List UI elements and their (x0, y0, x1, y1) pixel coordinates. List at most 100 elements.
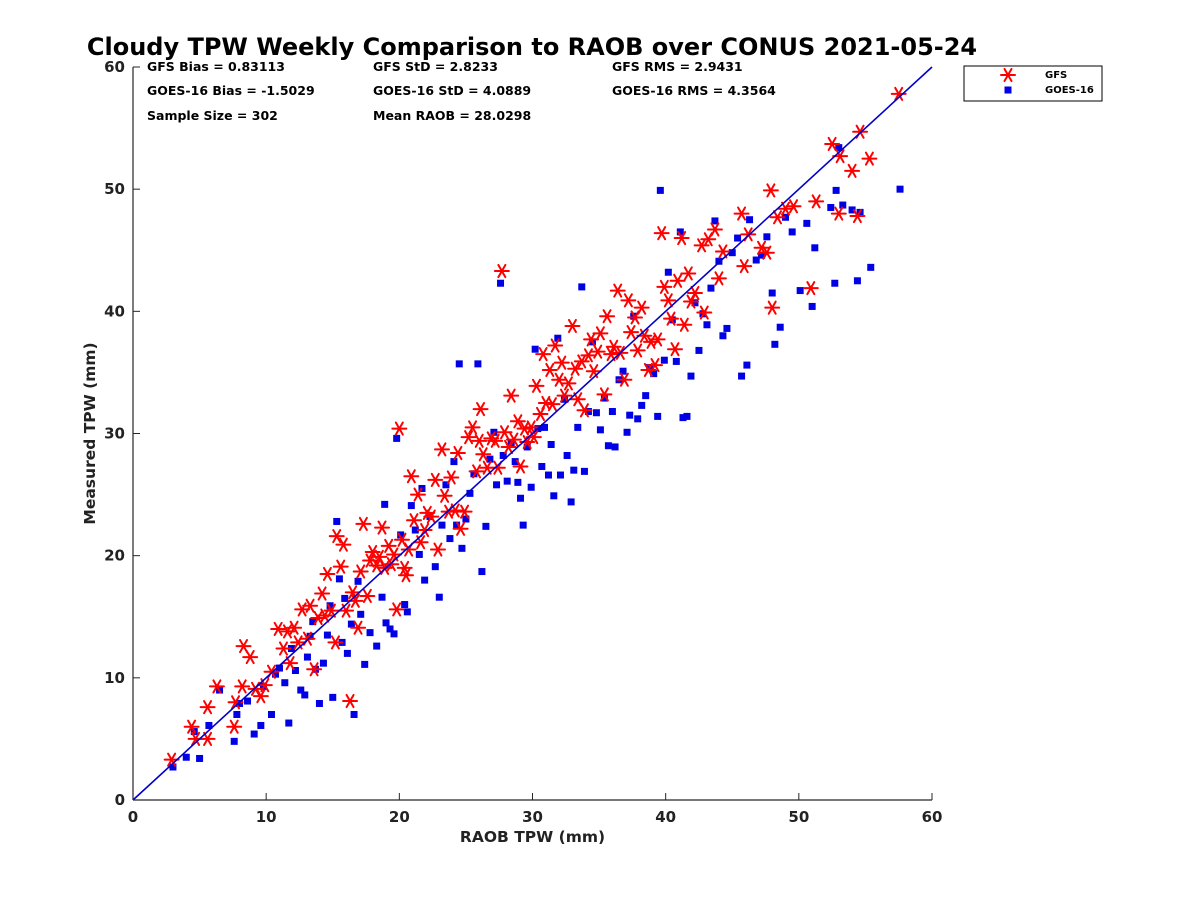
goes16-point (544, 471, 552, 479)
gfs-point (673, 230, 690, 246)
goes16-point (466, 489, 474, 497)
gfs-point (332, 559, 349, 574)
goes16-point (687, 372, 695, 380)
goes16-point (354, 577, 362, 585)
goes16-point (746, 216, 754, 224)
gfs-point (449, 445, 466, 461)
goes16-point (347, 620, 355, 628)
gfs-point (359, 588, 376, 604)
gfs-point (686, 285, 703, 301)
goes16-point (323, 631, 331, 639)
goes16-point (611, 443, 619, 451)
gfs-point (714, 244, 731, 259)
gfs-point (314, 586, 331, 601)
gfs-point (416, 522, 433, 538)
gfs-point (275, 641, 292, 656)
stat-goes-rms: GOES-16 RMS = 4.3564 (612, 83, 776, 98)
gfs-point (603, 347, 620, 362)
goes16-point (378, 593, 386, 601)
goes16-point (763, 233, 771, 241)
gfs-point (472, 402, 489, 417)
goes16-point (758, 251, 766, 259)
goes16-point (415, 550, 423, 558)
gfs-point (649, 332, 666, 347)
goes16-point (233, 710, 241, 718)
goes16-point (596, 426, 604, 434)
gfs-point (306, 662, 323, 677)
goes16-point (519, 521, 527, 529)
goes16-point (315, 699, 323, 707)
goes16-point (285, 719, 293, 727)
gfs-point (352, 564, 369, 579)
gfs-point (769, 210, 786, 225)
goes16-point (796, 287, 804, 295)
gfs-point (596, 387, 613, 402)
gfs-point (830, 206, 847, 221)
gfs-point (567, 361, 584, 376)
goes16-point (421, 576, 429, 584)
goes16-point (182, 753, 190, 761)
gfs-point (802, 281, 819, 296)
goes16-point (832, 186, 840, 194)
gfs-point (609, 283, 626, 298)
one-to-one-line (132, 66, 933, 801)
goes16-point (664, 268, 672, 276)
goes16-point (435, 593, 443, 601)
goes16-point (728, 249, 736, 257)
gfs-point (429, 542, 446, 557)
goes16-point (776, 323, 784, 331)
goes16-point (326, 602, 334, 610)
goes16-point (196, 754, 204, 762)
stat-sample-size: Sample Size = 302 (147, 108, 278, 123)
goes16-point (660, 356, 668, 364)
goes16-point (578, 283, 586, 291)
goes16-point (401, 601, 409, 609)
gfs-point (234, 679, 251, 694)
goes16-point (297, 686, 305, 694)
goes16-point (638, 401, 646, 409)
goes16-point (554, 334, 562, 342)
legend-gfs-symbol (1000, 67, 1016, 83)
goes16-point (703, 321, 711, 329)
gfs-point (532, 406, 549, 422)
stat-gfs-std: GFS StD = 2.8233 (373, 59, 498, 74)
goes16-point (623, 428, 631, 436)
x-tick-label: 20 (389, 808, 410, 826)
goes16-point (329, 693, 337, 701)
x-tick-label: 0 (128, 808, 138, 826)
gfs-point (537, 395, 554, 411)
goes16-point (343, 649, 351, 657)
gfs-point (592, 326, 609, 341)
legend-goes16-symbol (1004, 86, 1012, 94)
gfs-point (391, 421, 408, 436)
gfs-point (844, 163, 861, 178)
goes16-point (438, 521, 446, 529)
legend-box (963, 65, 1103, 102)
gfs-point (489, 460, 506, 475)
goes16-point (407, 502, 415, 510)
gfs-point (460, 430, 477, 445)
gfs-point (605, 339, 622, 354)
goes16-point (366, 629, 374, 637)
goes16-point (556, 471, 564, 479)
goes16-point (691, 299, 699, 307)
gfs-point (569, 392, 586, 407)
legend-goes16-marker (1004, 86, 1012, 94)
gfs-point (629, 343, 646, 358)
goes16-point (547, 440, 555, 448)
gfs-point (252, 689, 269, 704)
goes16-point (517, 494, 525, 502)
goes16-point (600, 394, 608, 402)
gfs-point (824, 136, 841, 152)
gfs-point (436, 488, 453, 503)
goes16-point (361, 660, 369, 668)
goes16-point (676, 228, 684, 236)
goes16-point (397, 531, 405, 539)
gfs-point (849, 208, 866, 224)
goes16-point (752, 256, 760, 264)
goes16-point (244, 697, 252, 705)
legend-gfs-label: GFS (1045, 70, 1067, 81)
y-tick-label: 10 (104, 669, 125, 687)
goes16-point (540, 423, 548, 431)
